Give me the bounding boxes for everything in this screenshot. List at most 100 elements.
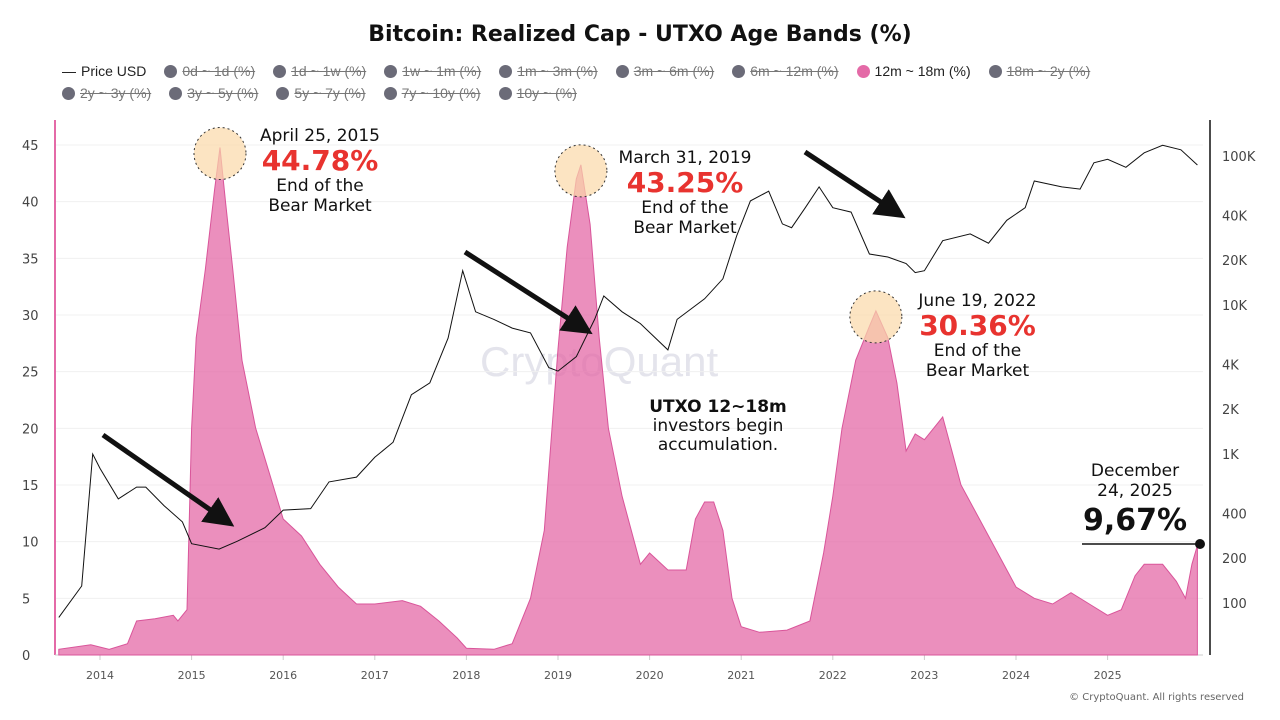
annotation-date: June 19, 2022 (918, 291, 1037, 311)
x-tick-label: 2016 (269, 669, 297, 682)
x-tick-label: 2023 (910, 669, 938, 682)
legend-label: 5y ~ 7y (%) (294, 85, 366, 101)
x-tick-label: 2020 (636, 669, 664, 682)
line-marker-icon: — (62, 63, 76, 79)
circle-marker-icon (499, 65, 513, 78)
x-tick-label: 2018 (452, 669, 480, 682)
series-line-price (58, 144, 1198, 618)
y-left-tick-label: 0 (22, 649, 30, 664)
legend-label: 3m ~ 6m (%) (633, 63, 715, 79)
legend-label: 10y ~ (%) (516, 85, 577, 101)
legend-item[interactable]: 1m ~ 3m (%) (499, 63, 598, 80)
legend-label: 1w ~ 1m (%) (402, 63, 482, 79)
legend-label: 12m ~ 18m (%) (874, 63, 971, 79)
y-right-tick-label: 100 (1222, 597, 1247, 612)
legend-item[interactable]: 1d ~ 1w (%) (273, 63, 366, 80)
annotation-note: End of the Bear Market (268, 176, 372, 216)
circle-marker-icon (856, 65, 870, 78)
y-right-tick-label: 1K (1222, 448, 1239, 463)
y-right-tick-label: 4K (1222, 358, 1239, 373)
legend-item[interactable]: — Price USD (62, 63, 146, 80)
circle-marker-icon (384, 65, 398, 78)
arrow-icon (101, 432, 235, 527)
y-right-tick-label: 2K (1222, 403, 1239, 418)
y-right-tick-label: 40K (1222, 209, 1248, 224)
annotation-note: End of the Bear Market (633, 198, 737, 238)
y-left-tick-label: 40 (22, 196, 39, 211)
y-right-tick-label: 100K (1222, 150, 1256, 165)
y-left-tick-label: 45 (22, 139, 39, 154)
copyright: © CryptoQuant. All rights reserved (1069, 692, 1244, 703)
y-left-tick-label: 10 (22, 536, 39, 551)
legend-row-1: — Price USD 0d ~ 1d (%) 1d ~ 1w (%) 1w ~ 1m … (62, 63, 1090, 80)
legend-label: 18m ~ 2y (%) (1006, 63, 1091, 79)
y-left-tick-label: 25 (22, 366, 39, 381)
y-left-tick-label: 15 (22, 479, 39, 494)
legend-item[interactable]: 6m ~ 12m (%) (732, 63, 839, 80)
circle-marker-icon (62, 87, 75, 100)
y-left-tick-label: 5 (22, 592, 30, 607)
x-tick-label: 2021 (727, 669, 755, 682)
legend-label: 7y ~ 10y (%) (401, 85, 481, 101)
circle-marker-icon (383, 87, 397, 100)
legend-label: 2y ~ 3y (%) (80, 85, 152, 101)
circle-marker-icon (988, 65, 1002, 78)
legend-label: 1m ~ 3m (%) (517, 63, 598, 79)
legend-item[interactable]: 1w ~ 1m (%) (384, 63, 481, 80)
y-left-tick-label: 30 (22, 309, 39, 324)
annotation-value: 30.36% (919, 309, 1036, 342)
circle-marker-icon (169, 87, 183, 100)
legend-item[interactable]: 7y ~ 10y (%) (383, 85, 481, 102)
x-tick-label: 2017 (361, 669, 389, 682)
circle-marker-icon (273, 65, 287, 78)
accumulation-callout: UTXO 12~18m investors begin accumulation… (648, 398, 788, 455)
circle-marker-icon (615, 65, 629, 78)
legend-item[interactable]: 3y ~ 5y (%) (169, 85, 258, 102)
circle-marker-icon (732, 65, 746, 78)
callout-bold: UTXO 12~18m (649, 397, 787, 417)
circle-marker-icon (498, 87, 512, 100)
x-tick-label: 2025 (1094, 669, 1122, 682)
legend-item[interactable]: 10y ~ (%) (498, 85, 577, 102)
legend-label: Price USD (81, 63, 147, 79)
chart-title: Bitcoin: Realized Cap - UTXO Age Bands (… (368, 22, 912, 47)
last-value-dot (1195, 539, 1205, 549)
series-area-12m-18m (58, 147, 1198, 656)
arrow-icon (803, 149, 906, 219)
legend-label: 3y ~ 5y (%) (187, 85, 259, 101)
y-right-tick-label: 20K (1222, 254, 1248, 269)
legend-row-2: 2y ~ 3y (%) 3y ~ 5y (%) 5y ~ 7y (%) 7y ~ 10… (62, 85, 577, 102)
y-left-tick-label: 20 (22, 422, 39, 437)
arrow-icon (463, 249, 593, 335)
legend-item[interactable]: 12m ~ 18m (%) (856, 63, 971, 80)
annotation-date: December 24, 2025 (1090, 461, 1180, 501)
annotation-date: April 25, 2015 (260, 126, 380, 146)
peak-highlight-circle (193, 126, 247, 180)
circle-marker-icon (164, 65, 178, 78)
legend-item[interactable]: 0d ~ 1d (%) (164, 63, 255, 80)
x-tick-label: 2022 (819, 669, 847, 682)
legend-item[interactable]: 3m ~ 6m (%) (615, 63, 715, 80)
annotation-2022: June 19, 2022 30.36% End of the Bear Mar… (900, 291, 1055, 381)
x-tick-label: 2024 (1002, 669, 1030, 682)
y-right-tick-label: 400 (1222, 507, 1247, 522)
peak-highlight-circle (554, 144, 608, 198)
annotation-date: March 31, 2019 (618, 148, 752, 168)
annotation-2025: December 24, 2025 9,67% (1080, 461, 1190, 541)
x-tick-label: 2019 (544, 669, 572, 682)
legend-label: 1d ~ 1w (%) (291, 63, 367, 79)
peak-highlight-circle (849, 290, 903, 344)
legend-item[interactable]: 5y ~ 7y (%) (276, 85, 366, 102)
legend-item[interactable]: 2y ~ 3y (%) (62, 85, 151, 102)
legend-label: 6m ~ 12m (%) (750, 63, 839, 79)
annotation-value: 9,67% (1082, 503, 1188, 538)
legend-item[interactable]: 18m ~ 2y (%) (988, 63, 1091, 80)
annotation-note: End of the Bear Market (925, 341, 1030, 381)
annotation-value: 44.78% (261, 144, 379, 177)
circle-marker-icon (276, 87, 290, 100)
callout-text: investors begin accumulation. (652, 416, 784, 455)
annotation-value: 43.25% (626, 166, 744, 199)
y-right-tick-label: 200 (1222, 552, 1247, 567)
x-tick-label: 2014 (86, 669, 114, 682)
